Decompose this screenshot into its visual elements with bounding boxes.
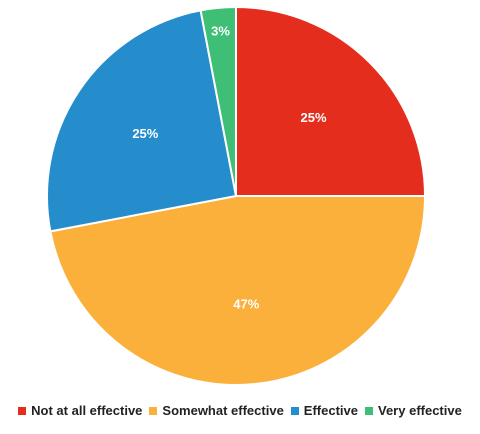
pie-chart: 25% 47% 25% 3% [0, 0, 480, 400]
data-label: 25% [132, 126, 158, 141]
data-label: 3% [211, 24, 230, 39]
legend-swatch [149, 407, 157, 415]
data-label: 47% [233, 297, 259, 312]
legend-label: Very effective [378, 403, 462, 418]
pie-slice-somewhat-effective [50, 196, 425, 385]
legend: Not at all effective Somewhat effective … [0, 403, 480, 418]
data-label: 25% [300, 110, 326, 125]
legend-label: Effective [304, 403, 358, 418]
legend-item-very-effective: Very effective [365, 403, 462, 418]
legend-item-effective: Effective [291, 403, 358, 418]
legend-swatch [18, 407, 26, 415]
pie-slice-not-at-all-effective [236, 7, 425, 196]
legend-item-somewhat-effective: Somewhat effective [149, 403, 283, 418]
legend-item-not-at-all-effective: Not at all effective [18, 403, 142, 418]
legend-label: Somewhat effective [162, 403, 283, 418]
legend-swatch [291, 407, 299, 415]
legend-label: Not at all effective [31, 403, 142, 418]
legend-swatch [365, 407, 373, 415]
